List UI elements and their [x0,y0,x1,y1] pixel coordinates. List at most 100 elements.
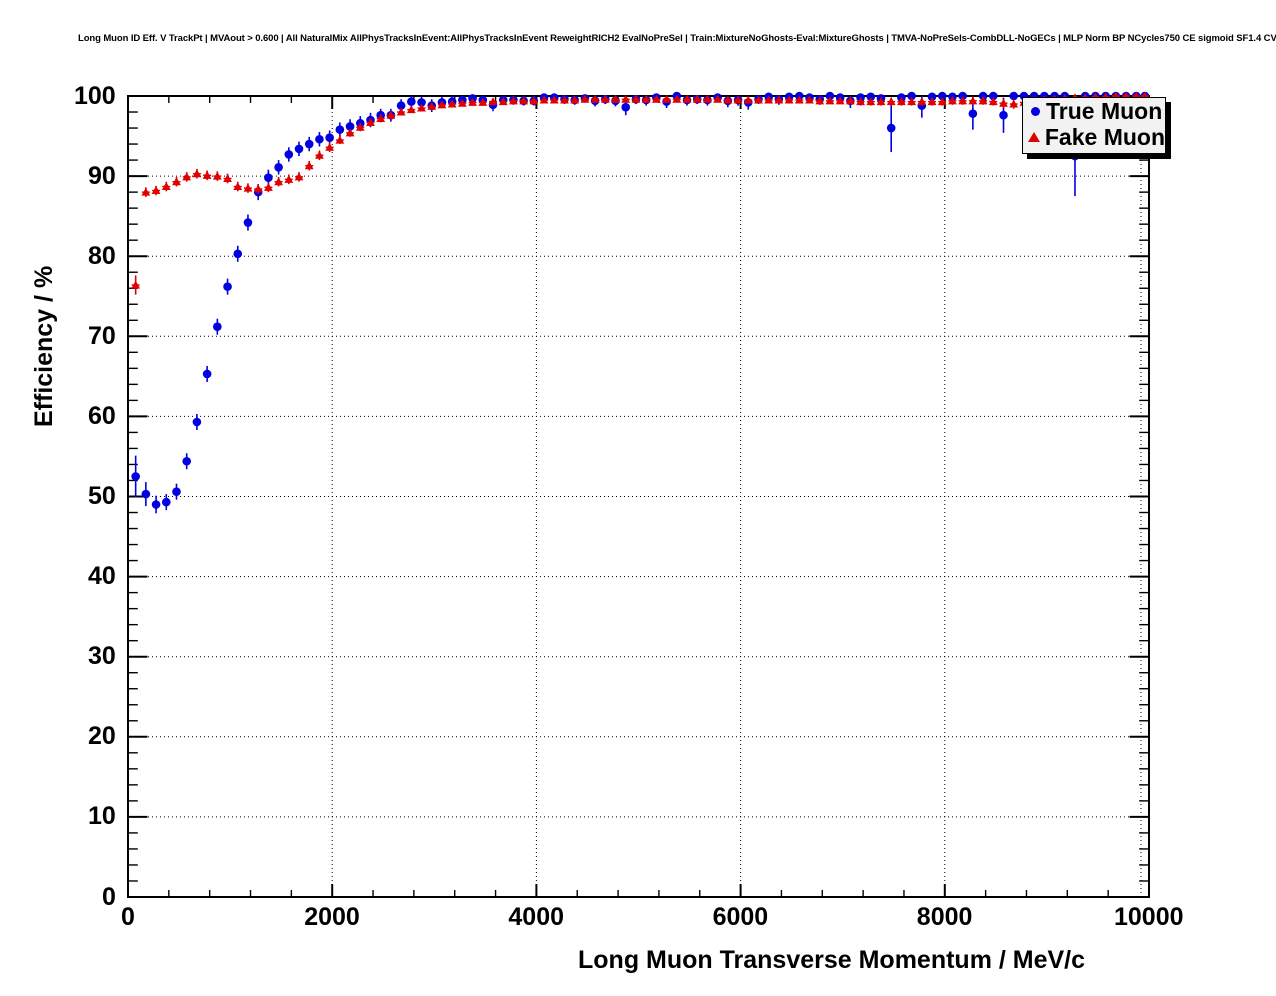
data-point-marker-triangle [937,97,947,106]
data-point-marker-triangle [468,98,477,106]
data-point-marker-triangle [417,103,426,112]
legend-label: True Muon [1046,98,1163,124]
data-point-marker-triangle [968,96,978,105]
x-axis-title: Long Muon Transverse Momentum / MeV/c [578,946,1086,974]
data-point-marker-triangle [457,98,467,107]
data-point-marker-triangle [243,183,253,192]
y-axis-tick-label: 60 [88,401,116,430]
data-point-marker-circle [294,144,304,154]
data-point-marker-triangle [978,96,988,105]
data-point-marker-triangle [212,171,222,180]
data-point-marker-circle [264,173,273,183]
data-point-marker-triangle [529,96,539,105]
data-point-marker-triangle [539,95,549,104]
data-point-marker-triangle [580,94,590,103]
data-point-marker-circle [937,91,947,101]
series-true-muon [131,91,1150,514]
data-point-marker-circle [161,497,171,507]
data-point-marker-triangle [427,102,437,110]
data-point-marker-triangle [958,96,968,105]
legend-item-fake-muon: Fake Muon [1023,124,1165,150]
page-title: Long Muon ID Eff. V TrackPt | MVAout > 0… [78,33,1276,44]
data-point-marker-triangle [866,97,876,106]
data-point-marker-triangle [927,97,937,106]
data-point-marker-circle [172,487,181,496]
data-point-marker-triangle [570,95,580,104]
data-point-marker-triangle [713,94,723,103]
x-axis-tick-label: 2000 [304,903,360,931]
data-point-marker-triangle [447,99,457,108]
data-point-marker-triangle [202,170,212,179]
data-point-marker-triangle [560,95,569,104]
data-point-marker-triangle [253,184,263,193]
data-point-marker-triangle [396,107,406,116]
data-point-marker-triangle [161,182,171,191]
data-point-marker-triangle [764,95,774,104]
data-point-marker-triangle [355,122,365,131]
data-point-marker-triangle [1009,99,1019,108]
data-point-marker-triangle [754,95,763,104]
data-point-marker-triangle [723,95,733,104]
data-point-marker-triangle [805,95,814,104]
data-point-marker-triangle [263,182,273,191]
data-point-marker-triangle [784,95,794,104]
data-point-marker-triangle [509,96,518,105]
y-axis-tick-label: 0 [102,882,116,911]
data-point-marker-circle [335,125,345,134]
data-point-marker-triangle [692,94,702,103]
legend-label: Fake Muon [1044,124,1165,150]
data-point-marker-triangle [733,95,743,104]
data-point-marker-circle [396,101,406,110]
y-axis-tick-label: 30 [88,642,116,671]
data-point-marker-circle [233,249,243,259]
data-point-marker-triangle [192,169,202,178]
data-point-marker-circle [182,456,192,466]
data-point-marker-triangle [611,94,620,103]
data-point-marker-circle [417,98,426,107]
data-point-marker-triangle [233,182,243,191]
data-point-marker-triangle [600,94,610,103]
data-point-marker-circle [927,92,937,102]
data-point-marker-triangle [825,96,835,105]
legend-item-true-muon: True Muon [1023,98,1165,124]
data-point-marker-triangle [886,97,896,106]
data-point-marker-triangle [406,105,416,114]
data-point-marker-triangle [478,98,488,106]
data-point-marker-triangle [774,95,784,104]
data-point-marker-triangle [366,118,375,126]
y-axis-tick-label: 50 [88,482,116,510]
x-axis-tick-label: 6000 [712,903,769,931]
data-point-marker-triangle [437,100,447,109]
data-point-marker-triangle [315,150,324,159]
data-point-marker-circle [988,91,998,101]
data-point-marker-triangle [376,114,386,122]
data-point-marker-circle [999,110,1008,120]
data-point-marker-triangle [662,94,671,103]
data-point-marker-circle [202,369,212,379]
data-point-marker-circle [907,91,916,101]
data-point-marker-triangle [876,97,886,106]
filled-triangle-icon [1027,132,1042,142]
data-point-marker-triangle [682,94,692,103]
data-point-marker-triangle [294,172,304,181]
data-point-marker-triangle [794,95,804,104]
y-axis-tick-label: 80 [88,241,116,270]
data-point-marker-triangle [172,177,181,186]
data-point-marker-triangle [897,97,906,106]
data-point-marker-circle [958,91,967,101]
data-point-marker-triangle [488,97,498,106]
data-point-marker-circle [304,139,314,149]
data-point-marker-circle [192,417,202,427]
data-point-marker-circle [325,133,334,142]
data-point-marker-triangle [274,177,283,186]
data-point-marker-triangle [325,142,335,151]
data-point-marker-triangle [631,94,641,103]
series-fake-muon [131,91,1150,295]
x-axis-tick-label: 10000 [1114,903,1184,931]
data-point-marker-triangle [141,187,151,196]
data-point-marker-triangle [284,174,294,183]
plot-frame [127,95,1150,898]
data-point-marker-circle [315,134,324,144]
